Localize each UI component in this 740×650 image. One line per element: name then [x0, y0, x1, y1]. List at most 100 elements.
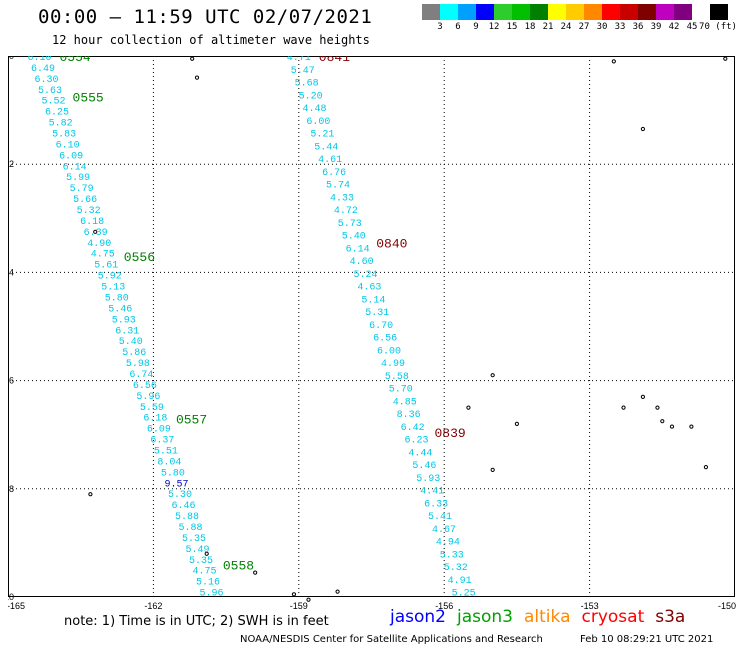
legend-swatch [548, 4, 566, 20]
legend-swatch [458, 4, 476, 20]
legend-swatch [638, 4, 656, 20]
legend-label: 42 [668, 22, 680, 32]
wave-height-value: 5.33 [440, 550, 464, 561]
wave-height-value: 5.41 [428, 512, 452, 523]
island-marker [723, 56, 728, 61]
wave-height-value: 5.83 [52, 130, 76, 141]
legend-swatch [422, 4, 440, 20]
wave-height-value: 5.93 [112, 315, 136, 326]
wave-height-value: 5.80 [105, 293, 129, 304]
satellite-cryosat: cryosat [581, 607, 645, 627]
legend-label: 15 [506, 22, 518, 32]
wave-height-value: 5.30 [168, 490, 192, 501]
legend-swatch [494, 4, 512, 20]
wave-height-value: 5.92 [98, 272, 122, 283]
plot-frame [8, 56, 735, 597]
island-marker [514, 421, 519, 426]
x-tick-label: -156 [435, 601, 453, 611]
wave-height-value: 5.31 [365, 308, 389, 319]
chart-subtitle: 12 hour collection of altimeter wave hei… [52, 33, 370, 47]
wave-height-value: 5.32 [444, 563, 468, 574]
wave-height-value: 5.66 [73, 195, 97, 206]
wave-height-value: 4.91 [448, 576, 472, 587]
wave-height-value: 6.74 [129, 370, 153, 381]
wave-height-value: 5.98 [126, 359, 150, 370]
wave-height-value: 6.56 [133, 381, 157, 392]
island-marker [490, 373, 495, 378]
legend-swatch [512, 4, 530, 20]
pass-time-label: 0555 [73, 91, 104, 106]
legend-label: 6 [455, 22, 461, 32]
wave-height-value: 6.23 [404, 436, 428, 447]
wave-height-value: 4.60 [350, 257, 374, 268]
legend-label: 45 [686, 22, 698, 32]
legend-swatch [602, 4, 620, 20]
wave-height-value: 5.46 [412, 461, 436, 472]
pass-time-label: 0840 [376, 237, 407, 252]
wave-height-value: 5.35 [189, 556, 213, 567]
legend-label: 24 [560, 22, 572, 32]
legend-label: 27 [578, 22, 590, 32]
wave-height-value: 6.42 [401, 423, 425, 434]
wave-height-value: 5.58 [385, 372, 409, 383]
wave-height-value: 5.70 [389, 385, 413, 396]
wave-height-value: 5.40 [119, 337, 143, 348]
wave-height-value: 5.40 [342, 232, 366, 243]
legend-label: 30 [596, 22, 608, 32]
island-marker [253, 570, 258, 575]
wave-height-value: 5.21 [310, 130, 334, 141]
wave-height-value: 6.00 [377, 346, 401, 357]
legend-swatch [530, 4, 548, 20]
legend-swatch [566, 4, 584, 20]
wave-height-value: 6.14 [346, 244, 370, 255]
legend-label: 18 [524, 22, 536, 32]
legend-label: 9 [473, 22, 479, 32]
wave-height-value: 5.25 [452, 589, 476, 600]
wave-height-value: 5.86 [122, 348, 146, 359]
legend-swatch [620, 4, 638, 20]
wave-height-value: 5.96 [136, 392, 160, 403]
wave-height-value: 6.18 [143, 414, 167, 425]
legend-label: 3 [437, 22, 443, 32]
wave-height-value: 5.80 [161, 468, 185, 479]
wave-height-value: 4.72 [334, 206, 358, 217]
wave-height-value: 4.75 [91, 250, 115, 261]
wave-height-value: 5.68 [295, 79, 319, 90]
island-marker [640, 394, 646, 399]
y-tick-label: -16 [8, 376, 14, 386]
wave-height-value: 5.20 [299, 91, 323, 102]
legend-swatch [476, 4, 494, 20]
legend-label: 70 (ft) [699, 22, 737, 32]
y-tick-label: -20 [8, 592, 14, 602]
wave-height-value: 5.88 [178, 523, 202, 534]
island-marker [660, 419, 665, 424]
wave-height-value: 5.35 [182, 534, 206, 545]
wave-height-value: 6.18 [80, 217, 104, 228]
satellite-jason2: jason2 [390, 607, 446, 627]
wave-height-value: 4.33 [330, 193, 354, 204]
island-marker [204, 551, 209, 556]
wave-height-value: 5.47 [291, 66, 315, 77]
wave-height-value: 5.88 [175, 512, 199, 523]
island-marker [93, 229, 98, 234]
wave-height-value: 4.75 [193, 567, 217, 578]
x-tick-label: -165 [8, 601, 25, 611]
y-tick-label: -18 [8, 484, 14, 494]
wave-height-value: 5.93 [416, 474, 440, 485]
wave-height-value: 6.30 [35, 75, 59, 86]
pass-time-label: 0841 [319, 56, 350, 65]
wave-height-value: 4.85 [393, 397, 417, 408]
island-marker [88, 492, 93, 497]
satellite-legend: jason2 jason3 altika cryosat s3a [390, 607, 696, 627]
wave-height-value: 4.63 [357, 283, 381, 294]
y-tick-label: -10 [8, 56, 14, 61]
island-marker [703, 465, 709, 470]
wave-height-value: 4.67 [432, 525, 456, 536]
x-tick-label: -162 [144, 601, 162, 611]
credit-timestamp: Feb 10 08:29:21 UTC 2021 [580, 634, 714, 645]
wave-height-value: 6.76 [322, 168, 346, 179]
island-marker [490, 467, 495, 472]
wave-height-value: 6.33 [424, 499, 448, 510]
wave-height-value: 4.71 [287, 56, 311, 64]
wave-height-value: 6.31 [115, 326, 139, 337]
